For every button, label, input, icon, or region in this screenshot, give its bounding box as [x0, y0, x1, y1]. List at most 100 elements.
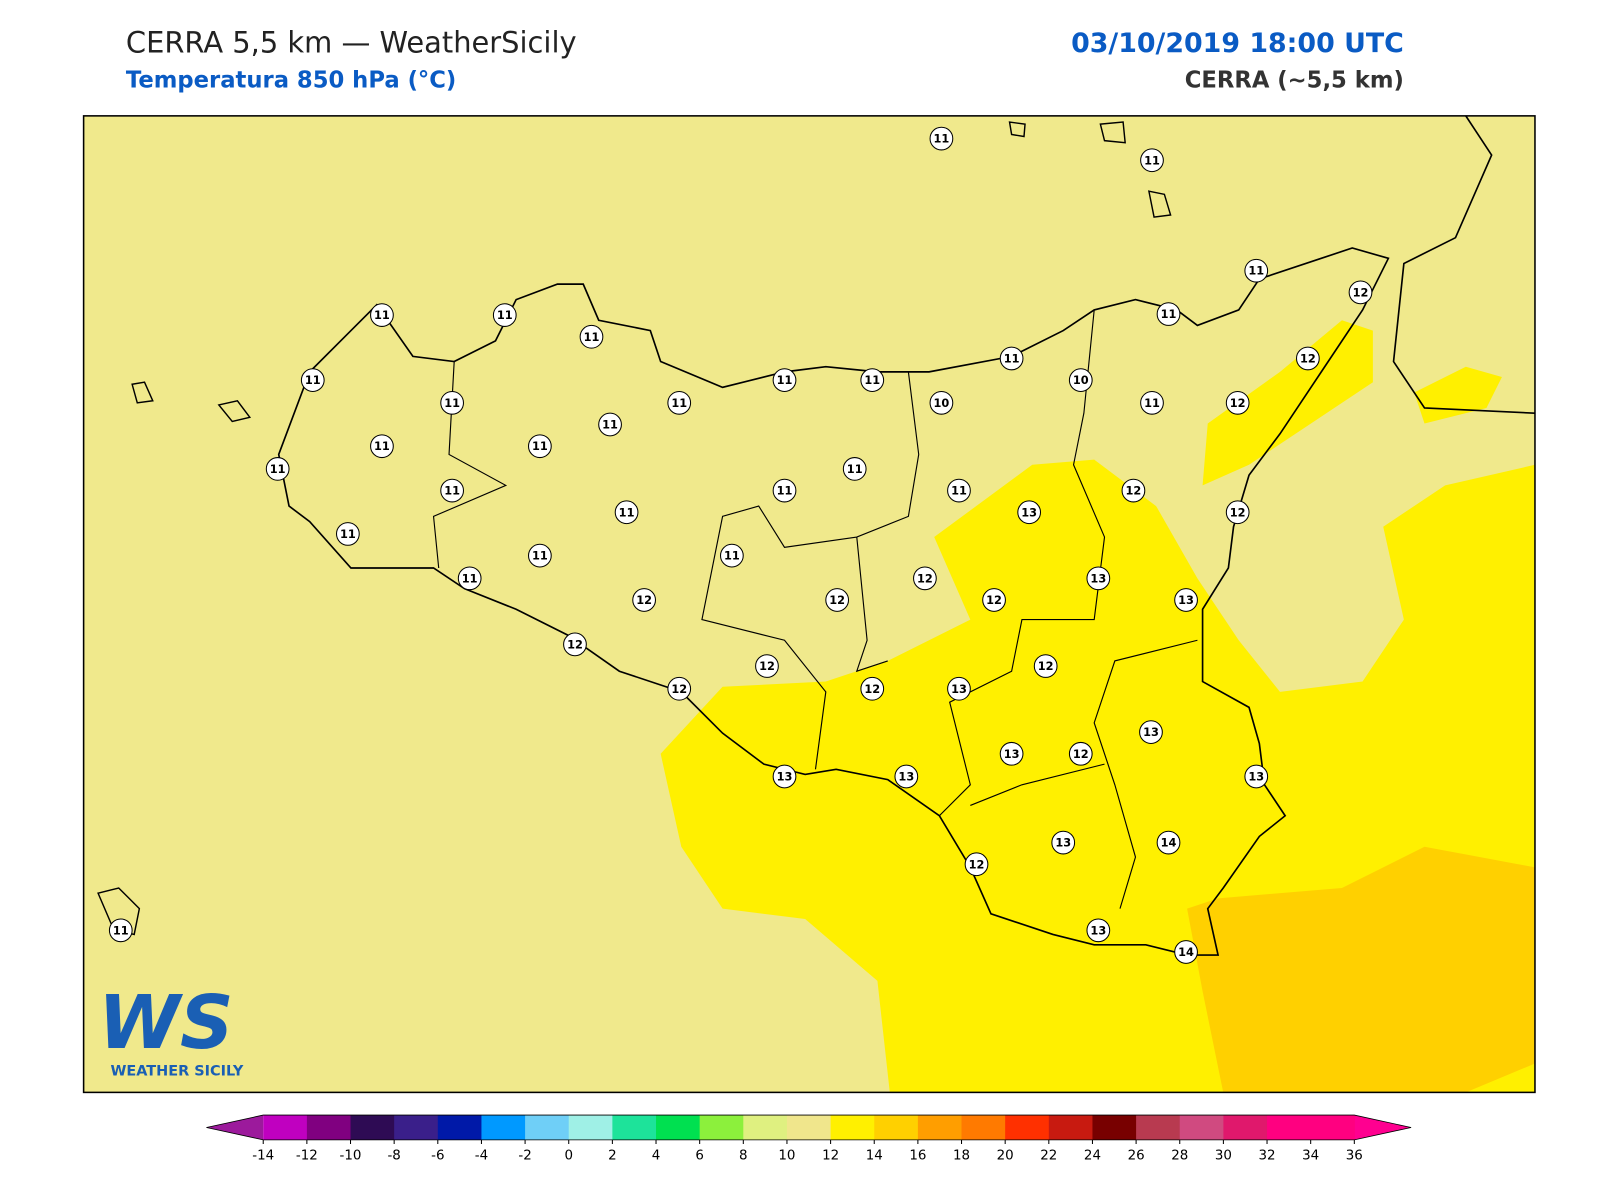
calabria-coast	[1392, 115, 1536, 414]
station: 11	[772, 478, 797, 503]
colorbar-tick-label: 8	[739, 1148, 748, 1163]
station-value: 11	[532, 549, 548, 563]
station-marker	[1225, 390, 1250, 415]
station-marker	[842, 457, 867, 481]
station-value: 11	[847, 462, 863, 476]
colorbar-segment	[481, 1115, 526, 1140]
colorbar-tick-label: 24	[1084, 1148, 1101, 1163]
colorbar-segment	[874, 1115, 919, 1140]
station-marker	[1156, 302, 1181, 326]
station-value: 11	[584, 330, 600, 344]
station: 10	[929, 390, 954, 415]
colorbar-segment	[1267, 1115, 1312, 1140]
colorbar-tick-label: 10	[778, 1148, 795, 1163]
station-value: 13	[1143, 725, 1159, 739]
colorbar-tick-label: 36	[1346, 1148, 1363, 1163]
station-marker	[1139, 720, 1163, 744]
station-value: 12	[969, 857, 985, 871]
logo-name: WEATHER SICILY	[110, 1064, 243, 1080]
station: 14	[1174, 940, 1198, 964]
station-marker	[999, 741, 1024, 766]
field-16	[1187, 846, 1535, 1093]
station-value: 12	[1353, 285, 1369, 299]
colorbar-tick-label: 12	[822, 1148, 839, 1163]
station-value: 13	[777, 770, 793, 784]
station: 11	[336, 522, 360, 546]
station-value: 11	[1161, 307, 1177, 321]
colorbar-segment	[525, 1115, 570, 1140]
colorbar-tick-label: 4	[652, 1148, 661, 1163]
station-value: 12	[986, 593, 1002, 607]
colorbar-tick-label: -12	[296, 1148, 318, 1163]
station-marker	[632, 588, 656, 612]
station-value: 12	[864, 682, 880, 696]
station-value: 13	[1248, 770, 1264, 784]
station-marker	[947, 676, 971, 701]
station: 13	[1017, 500, 1042, 525]
station-value: 12	[567, 637, 583, 651]
colorbar-segment	[1223, 1115, 1268, 1140]
colorbar: -14 -12 -10 -8 -6 -4 -2 0 2 4 6 8 10 12 14 16 18 20 22 24 26…	[206, 1114, 1412, 1163]
station-value: 14	[1178, 945, 1194, 959]
station-marker	[860, 368, 885, 392]
station: 12	[1296, 346, 1320, 371]
station-marker	[528, 434, 552, 459]
station: 11	[370, 434, 394, 459]
station-marker	[755, 654, 779, 678]
colorbar-segment	[437, 1115, 482, 1140]
station-marker	[440, 390, 464, 415]
station-marker	[1033, 654, 1058, 678]
station: 13	[1174, 588, 1198, 612]
station-value: 12	[1073, 747, 1089, 761]
station-marker	[1068, 741, 1093, 766]
station-value: 13	[951, 682, 967, 696]
colorbar-tick-label: 20	[997, 1148, 1014, 1163]
colorbar-segment	[1179, 1115, 1224, 1140]
colorbar-segment	[743, 1115, 788, 1140]
station: 12	[1225, 500, 1250, 525]
station-value: 11	[1248, 264, 1264, 278]
station-marker	[929, 390, 954, 415]
station: 11	[265, 457, 290, 481]
station-marker	[860, 676, 885, 701]
station-marker	[772, 478, 797, 503]
station-value: 11	[340, 527, 356, 541]
station: 12	[825, 588, 850, 612]
colorbar-tick-label: 30	[1215, 1148, 1232, 1163]
station-marker	[1348, 280, 1373, 305]
station-marker	[1017, 500, 1042, 525]
station-value: 13	[1090, 571, 1106, 585]
station-value: 11	[864, 373, 880, 387]
station-value: 11	[444, 396, 460, 410]
station: 11	[999, 346, 1024, 371]
colorbar-tick-label: -14	[252, 1148, 274, 1163]
station: 12	[913, 566, 937, 591]
station: 12	[1225, 390, 1250, 415]
station-value: 11	[934, 132, 950, 146]
station: 11	[300, 368, 325, 392]
model: CERRA (~5,5 km)	[1185, 67, 1404, 93]
station-marker	[1086, 566, 1111, 591]
station: 13	[772, 764, 797, 789]
station: 13	[999, 741, 1024, 766]
station-marker	[1244, 764, 1269, 789]
station: 12	[755, 654, 779, 678]
station: 11	[528, 434, 552, 459]
station-marker	[528, 543, 552, 568]
station-value: 11	[305, 373, 321, 387]
station-value: 11	[602, 418, 618, 432]
colorbar-tick-label: -10	[340, 1148, 362, 1163]
station-value: 12	[1230, 396, 1246, 410]
station: 14	[1156, 830, 1181, 855]
station: 13	[894, 764, 919, 789]
station-value: 11	[532, 439, 548, 453]
station-value: 11	[724, 549, 740, 563]
station: 12	[1068, 741, 1093, 766]
station-value: 12	[1300, 351, 1316, 365]
colorbar-segment	[830, 1115, 875, 1140]
station: 12	[964, 852, 989, 877]
station: 11	[440, 478, 464, 503]
station: 13	[947, 676, 971, 701]
map-frame	[82, 115, 1536, 1094]
station-marker	[1156, 830, 1181, 855]
